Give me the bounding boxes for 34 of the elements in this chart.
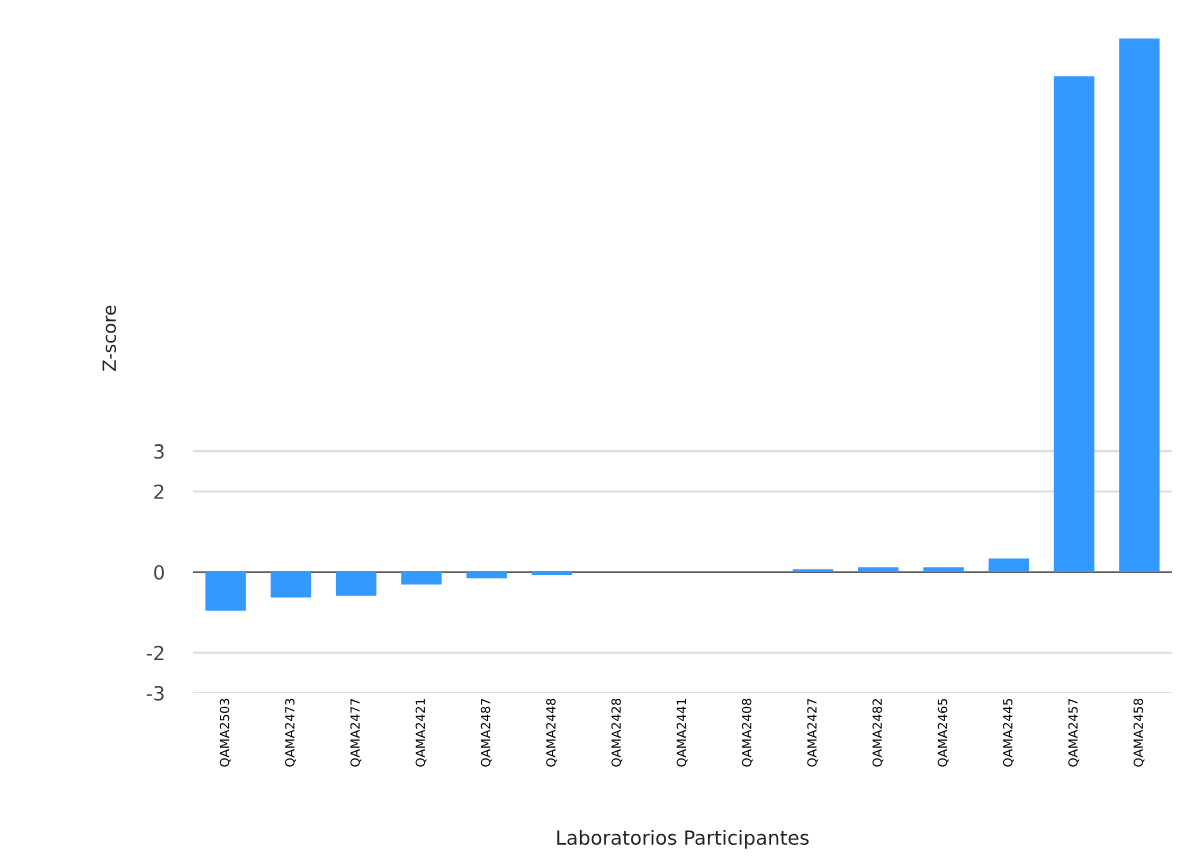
y-tick-label: -3 <box>146 685 164 701</box>
bar <box>858 567 899 573</box>
x-tick-label: QAMA2473 <box>285 698 296 767</box>
bar <box>205 572 246 611</box>
y-axis-title: Z-score <box>102 305 117 371</box>
bar <box>531 572 573 575</box>
y-tick-label: 0 <box>154 565 164 580</box>
bar <box>1119 38 1160 573</box>
x-tick-label: QAMA2408 <box>741 698 753 767</box>
bar <box>923 567 964 573</box>
x-tick-label: QAMA2482 <box>872 699 884 767</box>
x-tick-label: QAMA2448 <box>546 698 558 767</box>
x-tick-label: QAMA2445 <box>1003 698 1014 767</box>
x-tick-label: QAMA2477 <box>350 698 362 767</box>
x-tick-label: QAMA2427 <box>807 698 819 767</box>
bar <box>270 572 312 598</box>
x-tick-label: QAMA2441 <box>676 699 688 767</box>
bar <box>988 558 1030 573</box>
x-tick-label: QAMA2421 <box>415 699 427 767</box>
y-tick-label: -2 <box>146 645 164 661</box>
x-tick-label: QAMA2428 <box>611 698 623 767</box>
bar <box>1053 76 1095 573</box>
bar <box>401 572 442 585</box>
bar <box>792 569 834 573</box>
bar <box>466 572 507 579</box>
x-tick-label: QAMA2457 <box>1068 698 1080 767</box>
x-tick-label: QAMA2458 <box>1133 698 1145 767</box>
x-tick-label: QAMA2465 <box>937 698 949 767</box>
y-tick-label: 2 <box>154 484 164 499</box>
y-tick-label: 3 <box>154 444 164 459</box>
x-tick-label: QAMA2487 <box>480 698 492 767</box>
bar <box>335 572 377 596</box>
x-tick-label: QAMA2503 <box>219 698 231 767</box>
x-axis-title: Laboratorios Participantes <box>557 829 809 849</box>
